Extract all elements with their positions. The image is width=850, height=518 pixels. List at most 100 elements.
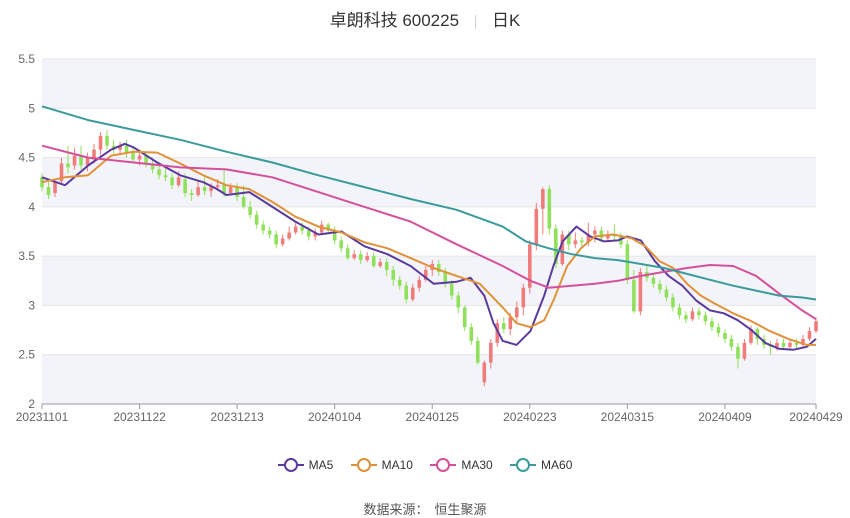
candle-body[interactable]: [365, 256, 369, 261]
candle-body[interactable]: [547, 189, 552, 229]
candle-body[interactable]: [189, 193, 194, 196]
candle-body[interactable]: [593, 230, 597, 235]
candle-body[interactable]: [66, 163, 70, 168]
candle-body[interactable]: [332, 230, 337, 241]
candle-body[interactable]: [287, 232, 291, 239]
candle-body[interactable]: [339, 240, 343, 249]
candle-body[interactable]: [79, 155, 83, 166]
candle-body[interactable]: [404, 285, 409, 300]
candle-body[interactable]: [736, 346, 740, 359]
candle-body[interactable]: [196, 187, 200, 196]
candle-body[interactable]: [443, 271, 448, 284]
candle-body[interactable]: [378, 262, 383, 266]
candle-body[interactable]: [573, 240, 578, 245]
candle-body[interactable]: [417, 279, 422, 288]
candle-body[interactable]: [228, 187, 233, 194]
candle-body[interactable]: [781, 342, 786, 347]
legend-item-ma5[interactable]: MA5: [277, 458, 333, 472]
candle-body[interactable]: [137, 155, 142, 160]
candle-body[interactable]: [619, 236, 623, 245]
candle-body[interactable]: [469, 327, 474, 341]
candle-body[interactable]: [105, 135, 109, 146]
candle-body[interactable]: [202, 187, 207, 192]
candle-body[interactable]: [677, 307, 682, 316]
candle-body[interactable]: [528, 244, 532, 288]
candle-body[interactable]: [53, 181, 57, 194]
candle-body[interactable]: [293, 226, 298, 233]
candle-body[interactable]: [742, 342, 747, 359]
candle-body[interactable]: [306, 230, 311, 237]
candle-body[interactable]: [124, 145, 129, 153]
candle-body[interactable]: [241, 197, 246, 207]
candle-body[interactable]: [248, 206, 252, 215]
candle-body[interactable]: [98, 135, 103, 150]
candle-body[interactable]: [710, 321, 714, 328]
legend-item-ma60[interactable]: MA60: [510, 458, 572, 472]
candle-body[interactable]: [632, 279, 636, 312]
candle-body[interactable]: [157, 169, 161, 176]
candle-body[interactable]: [638, 271, 643, 312]
candle-body[interactable]: [72, 155, 77, 166]
candle-body[interactable]: [495, 323, 500, 343]
candle-body[interactable]: [209, 187, 213, 192]
candle-body[interactable]: [150, 163, 155, 170]
candle-body[interactable]: [131, 152, 135, 160]
candle-body[interactable]: [534, 208, 539, 245]
candle-body[interactable]: [801, 338, 805, 345]
candle-body[interactable]: [729, 338, 734, 347]
candle-body[interactable]: [280, 238, 285, 245]
candle-body[interactable]: [697, 311, 701, 316]
candle-body[interactable]: [462, 307, 467, 328]
candle-body[interactable]: [606, 234, 610, 239]
candle-body[interactable]: [567, 234, 571, 245]
candle-body[interactable]: [300, 226, 304, 231]
period-label[interactable]: 日K: [492, 11, 521, 30]
candle-body[interactable]: [170, 177, 174, 186]
candle-body[interactable]: [267, 230, 272, 235]
candle-body[interactable]: [326, 224, 330, 231]
candle-body[interactable]: [515, 307, 519, 318]
candle-body[interactable]: [176, 177, 181, 186]
candle-body[interactable]: [703, 315, 708, 322]
candle-body[interactable]: [371, 256, 376, 266]
candle-body[interactable]: [391, 269, 396, 280]
candle-body[interactable]: [183, 179, 187, 194]
candle-body[interactable]: [658, 283, 662, 290]
ma-line-ma10[interactable]: [41, 150, 816, 346]
candle-body[interactable]: [489, 342, 493, 363]
candle-body[interactable]: [502, 323, 506, 330]
candle-body[interactable]: [755, 329, 760, 339]
candle-body[interactable]: [40, 177, 44, 188]
candle-body[interactable]: [508, 317, 513, 330]
candle-body[interactable]: [684, 315, 688, 320]
candle-body[interactable]: [436, 264, 441, 272]
candle-body[interactable]: [222, 185, 226, 194]
candle-body[interactable]: [345, 248, 350, 259]
candle-body[interactable]: [723, 333, 727, 339]
candle-body[interactable]: [358, 254, 363, 261]
candle-body[interactable]: [352, 254, 356, 259]
candle-body[interactable]: [92, 149, 96, 160]
candle-body[interactable]: [59, 163, 64, 182]
candle-body[interactable]: [651, 277, 656, 284]
ma-line-ma5[interactable]: [41, 142, 817, 351]
candle-body[interactable]: [554, 228, 558, 265]
candle-body[interactable]: [580, 240, 584, 243]
candle-body[interactable]: [664, 289, 669, 298]
candle-body[interactable]: [814, 321, 818, 332]
candle-body[interactable]: [85, 157, 90, 166]
candle-body[interactable]: [118, 145, 122, 150]
candle-body[interactable]: [384, 262, 389, 270]
candle-body[interactable]: [254, 214, 259, 225]
candle-body[interactable]: [794, 342, 799, 345]
candle-body[interactable]: [807, 331, 812, 339]
legend-item-ma30[interactable]: MA30: [430, 458, 493, 472]
candle-body[interactable]: [482, 362, 487, 383]
legend-item-ma10[interactable]: MA10: [350, 458, 413, 472]
candle-body[interactable]: [397, 279, 402, 286]
candle-body[interactable]: [599, 230, 604, 239]
candle-body[interactable]: [475, 340, 480, 363]
candle-body[interactable]: [586, 234, 591, 243]
candle-body[interactable]: [215, 185, 220, 188]
candle-body[interactable]: [671, 297, 675, 308]
